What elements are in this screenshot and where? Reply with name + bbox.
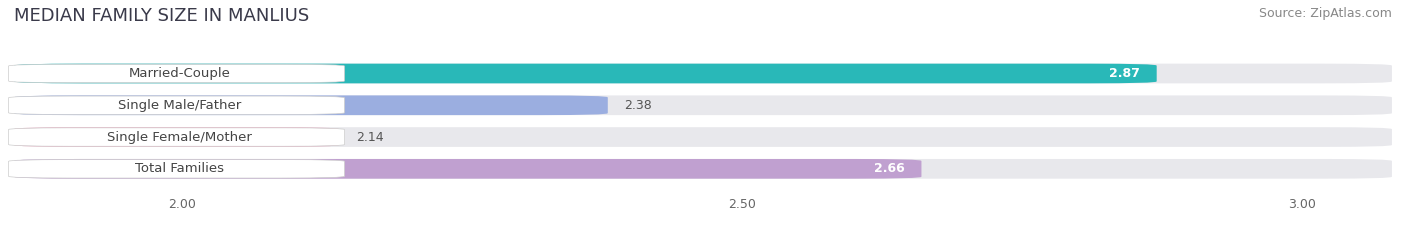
FancyBboxPatch shape (14, 64, 1157, 83)
Text: Total Families: Total Families (135, 162, 224, 175)
Text: 2.66: 2.66 (875, 162, 904, 175)
FancyBboxPatch shape (8, 128, 344, 146)
FancyBboxPatch shape (8, 160, 344, 178)
FancyBboxPatch shape (8, 96, 344, 114)
FancyBboxPatch shape (14, 159, 1392, 179)
Text: Source: ZipAtlas.com: Source: ZipAtlas.com (1258, 7, 1392, 20)
FancyBboxPatch shape (14, 127, 1392, 147)
Text: 2.87: 2.87 (1109, 67, 1140, 80)
Text: Single Female/Mother: Single Female/Mother (107, 130, 252, 144)
FancyBboxPatch shape (14, 127, 339, 147)
Text: Single Male/Father: Single Male/Father (118, 99, 240, 112)
Text: 2.38: 2.38 (624, 99, 652, 112)
FancyBboxPatch shape (8, 64, 344, 83)
Text: Married-Couple: Married-Couple (128, 67, 231, 80)
Text: 2.14: 2.14 (356, 130, 384, 144)
FancyBboxPatch shape (14, 159, 921, 179)
FancyBboxPatch shape (14, 96, 607, 115)
Text: MEDIAN FAMILY SIZE IN MANLIUS: MEDIAN FAMILY SIZE IN MANLIUS (14, 7, 309, 25)
FancyBboxPatch shape (14, 64, 1392, 83)
FancyBboxPatch shape (14, 96, 1392, 115)
